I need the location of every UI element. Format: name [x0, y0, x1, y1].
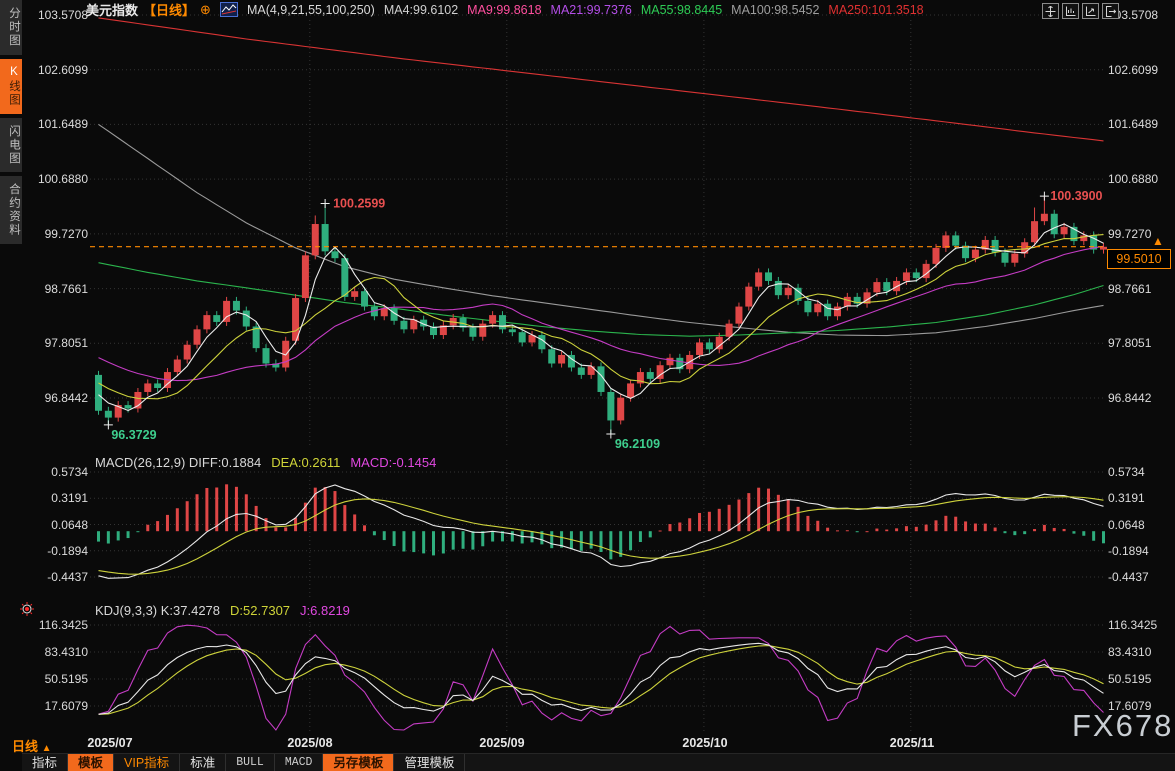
watermark: FX678 — [1072, 708, 1174, 743]
hot-indicator-icon[interactable] — [20, 602, 34, 621]
ma21-value: MA21:99.7376 — [550, 2, 632, 17]
chart-header: 美元指数 【日线】 ⊕ MA(4,9,21,55,100,250) MA4:99… — [86, 1, 924, 19]
sidebar-item-flash-chart[interactable]: 闪电图 — [0, 117, 22, 172]
price-axis-label-left: 101.6489 — [37, 117, 88, 132]
price-annotation: 100.3900 — [1050, 189, 1102, 203]
x-date: 2025/11 — [889, 736, 935, 750]
price-axis-label-left: -0.4437 — [47, 570, 88, 584]
sidebar-item-contract-info[interactable]: 合约资料 — [0, 176, 22, 244]
price-axis-label-left: 116.3425 — [38, 618, 88, 632]
price-axis-label-right: 99.7270 — [1108, 226, 1152, 241]
sidebar-item-time-chart[interactable]: 分时图 — [0, 0, 22, 55]
sidebar-item-kline-chart[interactable]: K线图 — [0, 58, 22, 114]
current-price-tag: 99.5010 — [1107, 249, 1171, 269]
price-axis-label-left: 50.5195 — [44, 671, 88, 686]
tab-standard[interactable]: 标准 — [180, 754, 227, 771]
ma250-value: MA250:101.3518 — [828, 2, 924, 17]
price-axis-label-left: 102.6099 — [37, 62, 88, 77]
ma4-value: MA4:99.6102 — [383, 2, 459, 17]
pan-icon[interactable] — [1042, 3, 1059, 19]
price-axis-label-right: 101.6489 — [1108, 117, 1159, 132]
period-arrow-icon: ▲ — [41, 743, 52, 754]
detach-window-icon[interactable] — [1102, 3, 1119, 19]
price-axis-label-left: 100.6880 — [37, 172, 88, 187]
kdj-j-value: J:6.8219 — [300, 603, 350, 618]
ma9-value: MA9:99.8618 — [467, 2, 542, 17]
price-axis-label-right: 98.7661 — [1108, 281, 1152, 296]
x-date: 2025/08 — [287, 736, 333, 750]
price-axis-label-right: 0.3191 — [1108, 491, 1145, 506]
kdj-d-value: D:52.7307 — [230, 603, 291, 618]
price-annotation: 96.3729 — [111, 428, 156, 442]
macd-header[interactable]: MACD(26,12,9) DIFF:0.1884 DEA:0.2611 MAC… — [95, 455, 436, 470]
price-axis-label-right: 103.5708 — [1108, 8, 1159, 22]
price-axis-label-left: 0.0648 — [51, 517, 88, 532]
price-axis-label-right: 102.6099 — [1108, 62, 1159, 77]
tab-save-as-template[interactable]: 另存模板 — [323, 754, 395, 771]
macd-params-and-diff: MACD(26,12,9) DIFF:0.1884 — [95, 455, 262, 470]
price-axis-label-left: 99.7270 — [44, 226, 88, 241]
price-axis-label-right: 0.0648 — [1108, 517, 1145, 532]
price-axis-label-left: 97.8051 — [44, 336, 88, 351]
price-annotation: 100.2599 — [333, 197, 385, 211]
chart-type-sidebar: 分时图 K线图 闪电图 合约资料 — [0, 0, 22, 771]
macd-dea-value: DEA:0.2611 — [271, 455, 341, 470]
price-axis-label-left: 103.5708 — [37, 8, 88, 22]
price-axis-label-left: 0.3191 — [51, 491, 88, 506]
price-axis-label-left: 83.4310 — [44, 645, 88, 659]
price-axis-label-right: 83.4310 — [1108, 645, 1152, 659]
period-selector[interactable]: 日线 ▲ — [12, 736, 52, 755]
time-axis: 日线 ▲ 2025/07 2025/08 2025/09 2025/10 202… — [0, 735, 1175, 755]
x-date: 2025/09 — [479, 736, 525, 750]
price-up-arrow-icon: ▲ — [1152, 234, 1164, 248]
sidebar-item-label: K — [8, 65, 20, 80]
period-tag: 【日线】 — [143, 3, 196, 18]
kdj-params-and-k: KDJ(9,3,3) K:37.4278 — [95, 603, 221, 618]
tab-indicator[interactable]: 指标 — [22, 754, 69, 771]
price-axis-label-right: 96.8442 — [1108, 391, 1152, 405]
tab-vip-indicator[interactable]: VIP指标 — [114, 754, 181, 771]
tab-template[interactable]: 模板 — [68, 754, 115, 771]
period-label: 日线 — [12, 739, 39, 754]
price-axis-label-right: 17.6079 — [1108, 699, 1152, 713]
indicator-toolbar: 指标 模板 VIP指标 标准 BULL MACD 另存模板 管理模板 — [22, 753, 1175, 771]
price-axis-label-right: 0.5734 — [1108, 465, 1145, 479]
price-axis-label-left: 98.7661 — [44, 281, 88, 296]
tab-bull[interactable]: BULL — [226, 754, 275, 771]
ma100-value: MA100:98.5452 — [731, 2, 820, 17]
price-axis-label-left: -0.1894 — [47, 543, 88, 558]
tab-manage-template[interactable]: 管理模板 — [394, 754, 466, 771]
price-axis-label-left: 17.6079 — [44, 699, 88, 713]
price-axis-label-right: 50.5195 — [1108, 671, 1152, 686]
macd-hist-value: MACD:-0.1454 — [350, 455, 437, 470]
symbol-name: 美元指数 — [86, 3, 139, 18]
ma-group-label: MA(4,9,21,55,100,250) — [246, 2, 375, 17]
price-axis-label-left: 96.8442 — [44, 391, 88, 405]
price-axis-label-right: -0.1894 — [1108, 543, 1149, 558]
price-annotation: 96.2109 — [615, 437, 660, 451]
tab-macd[interactable]: MACD — [275, 754, 324, 771]
x-date: 2025/10 — [682, 736, 728, 750]
x-date: 2025/07 — [87, 736, 133, 750]
add-indicator-icon[interactable]: ⊕ — [200, 1, 211, 17]
kline-chart-icon[interactable] — [219, 2, 238, 17]
ma55-value: MA55:98.8445 — [640, 2, 723, 17]
chart-tools — [1042, 3, 1119, 19]
axis-scale-right-icon[interactable] — [1082, 3, 1099, 19]
price-axis-label-right: -0.4437 — [1108, 570, 1149, 584]
price-axis-label-right: 116.3425 — [1108, 618, 1158, 632]
price-axis-label-left: 0.5734 — [51, 465, 88, 479]
kdj-header[interactable]: KDJ(9,3,3) K:37.4278 D:52.7307 J:6.8219 — [95, 603, 350, 618]
price-axis-label-right: 97.8051 — [1108, 336, 1152, 351]
sidebar-item-label: 线图 — [8, 79, 20, 107]
axis-scale-left-icon[interactable] — [1062, 3, 1079, 19]
price-axis-label-right: 100.6880 — [1108, 172, 1159, 187]
